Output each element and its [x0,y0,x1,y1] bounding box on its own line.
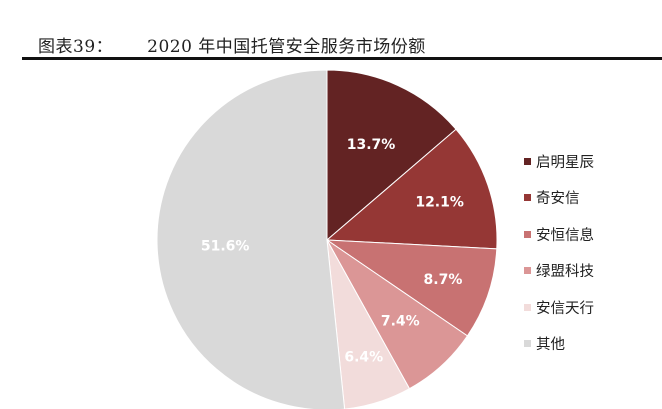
slice-label: 13.7% [347,137,396,153]
legend-item: 安信天行 [524,289,594,326]
legend-label: 启明星辰 [536,154,594,171]
pie-slice [326,69,457,242]
legend-swatch [524,303,531,311]
pie-slice [325,239,498,337]
pie-slice [156,69,346,409]
legend-label: 安信天行 [536,300,594,317]
figure-number: 图表39： [38,37,114,57]
legend-item: 启明星辰 [524,143,594,180]
slice-label: 6.4% [344,350,383,366]
legend-swatch [524,157,531,165]
legend-item: 绿盟科技 [524,253,594,290]
pie-slice [325,128,498,250]
legend-swatch [524,267,531,275]
legend-item: 其他 [524,326,594,363]
legend-item: 奇安信 [524,180,594,217]
title-divider [22,57,662,60]
chart-legend: 启明星辰奇安信安恒信息绿盟科技安信天行其他 [524,143,594,362]
figure-title: 2020 年中国托管安全服务市场份额 [147,37,426,57]
legend-label: 其他 [536,337,565,354]
slice-label: 51.6% [201,238,250,254]
slice-label: 8.7% [424,272,463,288]
legend-swatch [524,230,531,238]
legend-label: 绿盟科技 [536,264,594,281]
slice-label: 12.1% [415,195,464,211]
legend-label: 奇安信 [536,191,580,208]
legend-label: 安恒信息 [536,227,594,244]
legend-swatch [524,340,531,348]
legend-swatch [524,194,531,202]
slice-label: 7.4% [381,313,420,329]
chart-title: 图表39： 2020 年中国托管安全服务市场份额 [38,32,426,57]
legend-item: 安恒信息 [524,216,594,253]
pie-slice [326,239,411,409]
